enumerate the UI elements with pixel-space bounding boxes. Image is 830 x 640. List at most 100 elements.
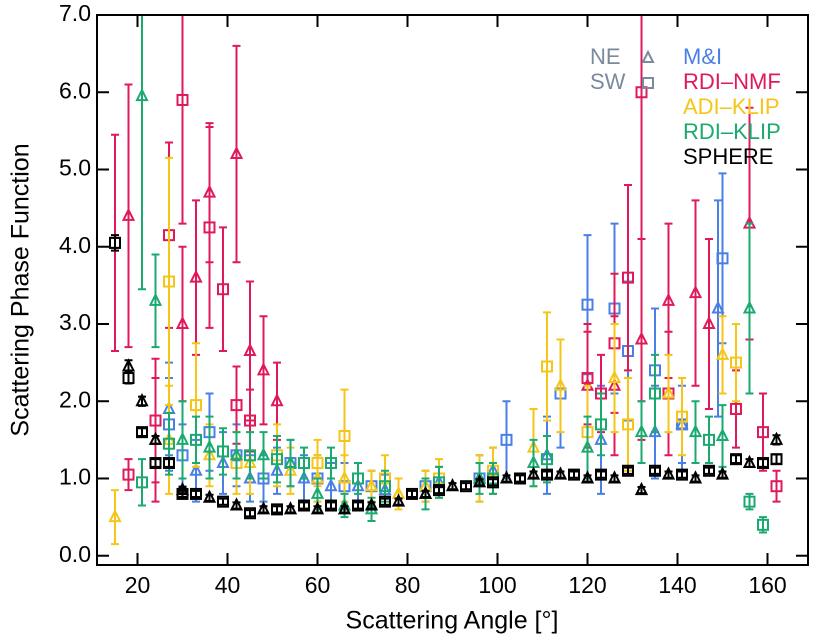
data-point (256, 447, 271, 461)
data-point (715, 427, 730, 441)
axes-frame (96, 14, 809, 566)
data-point (649, 464, 661, 477)
data-point (703, 464, 715, 477)
data-point (136, 476, 148, 489)
data-point (500, 433, 513, 446)
error-bar (462, 482, 470, 491)
data-point (661, 385, 676, 399)
error-bar (246, 509, 254, 518)
data-point (244, 507, 256, 520)
data-point (742, 454, 757, 469)
error-bar (205, 415, 214, 480)
error-bar (678, 377, 686, 457)
x-tick-label: 140 (658, 572, 696, 598)
data-point (229, 145, 244, 160)
data-point (595, 418, 607, 431)
data-point (203, 221, 216, 234)
error-bar (138, 427, 146, 437)
data-point (121, 358, 136, 372)
data-point (175, 431, 190, 445)
error-bar (354, 462, 362, 495)
error-bar (178, 489, 187, 499)
data-point (595, 468, 607, 481)
data-point (553, 466, 568, 480)
error-bar (300, 446, 308, 480)
data-point (270, 392, 284, 407)
data-point (730, 356, 742, 369)
data-point (283, 454, 298, 469)
y-tick-label: 2.0 (59, 386, 91, 412)
data-point (136, 426, 148, 439)
error-bar (516, 474, 524, 483)
data-point (769, 431, 784, 445)
data-point (338, 429, 351, 442)
error-bar (192, 415, 200, 465)
error-bar (340, 388, 349, 484)
error-bar (300, 501, 308, 510)
error-bar (705, 238, 713, 410)
x-tick-label: 40 (215, 572, 241, 598)
data-point (364, 477, 379, 492)
data-point (310, 485, 325, 499)
data-point (742, 300, 757, 314)
data-point (541, 453, 553, 466)
error-bar (597, 392, 605, 457)
legend-label: RDI–KLIP (683, 119, 781, 144)
data-point (149, 457, 162, 470)
data-point (770, 480, 783, 493)
error-bar (691, 199, 700, 387)
data-point (148, 431, 163, 445)
data-point (217, 445, 229, 458)
error-bar (705, 415, 713, 465)
data-point (189, 462, 203, 476)
data-point (163, 437, 175, 450)
data-point (743, 495, 756, 508)
error-bar (759, 458, 767, 468)
data-point (244, 414, 256, 427)
data-point (379, 495, 391, 508)
error-bar (219, 226, 227, 353)
error-bar (556, 338, 565, 434)
data-point (108, 508, 122, 523)
data-point (135, 87, 149, 102)
error-bar (205, 126, 214, 329)
data-point (324, 477, 338, 492)
error-bar (273, 434, 281, 484)
data-point (190, 487, 202, 500)
error-bar (597, 470, 605, 479)
data-point (676, 410, 688, 423)
error-bar (124, 458, 133, 492)
data-point (230, 399, 243, 412)
error-bar (165, 156, 173, 407)
data-point (189, 269, 203, 283)
data-point (175, 315, 190, 329)
data-point (661, 292, 676, 306)
error-bar (610, 322, 619, 434)
data-point (472, 474, 487, 488)
data-point (770, 453, 783, 466)
y-tick-label: 0.0 (59, 541, 91, 567)
error-bar (111, 489, 119, 546)
error-bar (435, 485, 443, 495)
error-bar (354, 501, 362, 510)
legend-marker (642, 77, 654, 89)
data-point (298, 457, 310, 470)
data-point (622, 271, 634, 284)
error-bar (624, 466, 632, 475)
legend-marker-label: NE (590, 44, 621, 69)
data-point (635, 86, 648, 99)
error-bar (408, 489, 416, 499)
data-point (730, 402, 742, 415)
error-bar (543, 470, 551, 479)
data-point (202, 489, 217, 503)
data-point (379, 480, 391, 493)
error-bar (570, 470, 578, 479)
data-point (661, 466, 676, 480)
x-tick-label: 100 (478, 572, 516, 598)
data-point (109, 236, 121, 249)
data-point (702, 315, 716, 329)
error-bar (219, 497, 227, 506)
data-point (716, 252, 729, 265)
y-tick-label: 7.0 (59, 0, 91, 26)
data-point (190, 433, 202, 446)
